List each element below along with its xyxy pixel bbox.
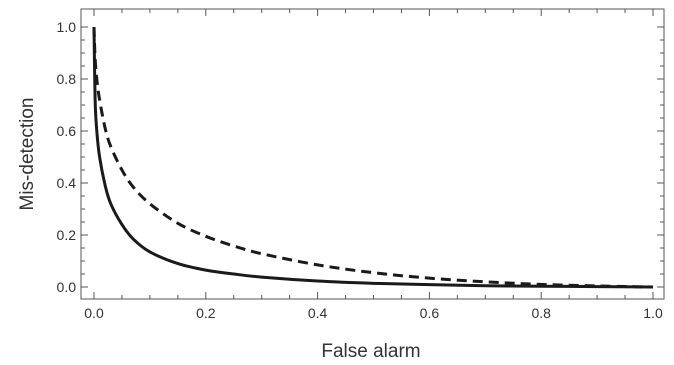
x-tick-label: 0.0 [84, 305, 104, 321]
axis-ticks [81, 9, 664, 299]
y-tick-label: 1.0 [57, 19, 77, 35]
y-tick-label: 0.8 [57, 71, 77, 87]
y-axis-label: Mis-detection [17, 98, 38, 211]
x-tick-label: 1.0 [643, 305, 663, 321]
solid-series-line [92, 26, 654, 289]
x-tick-label: 0.4 [308, 305, 328, 321]
x-tick-label: 0.2 [196, 305, 216, 321]
tick-labels: 0.0 0.2 0.4 0.6 0.8 1.0 0.0 0.2 0.4 0.6 0.8 1.0 [57, 19, 663, 321]
x-axis-label: False alarm [321, 341, 420, 362]
y-tick-label: 0.6 [57, 123, 77, 139]
plot-frame [80, 8, 665, 300]
y-tick-label: 0.0 [57, 279, 77, 295]
x-tick-label: 0.6 [420, 305, 440, 321]
y-tick-label: 0.2 [57, 227, 77, 243]
dashed-series-line [92, 26, 654, 289]
x-tick-label: 0.8 [531, 305, 551, 321]
series-group [92, 26, 654, 289]
y-tick-label: 0.4 [57, 175, 77, 191]
